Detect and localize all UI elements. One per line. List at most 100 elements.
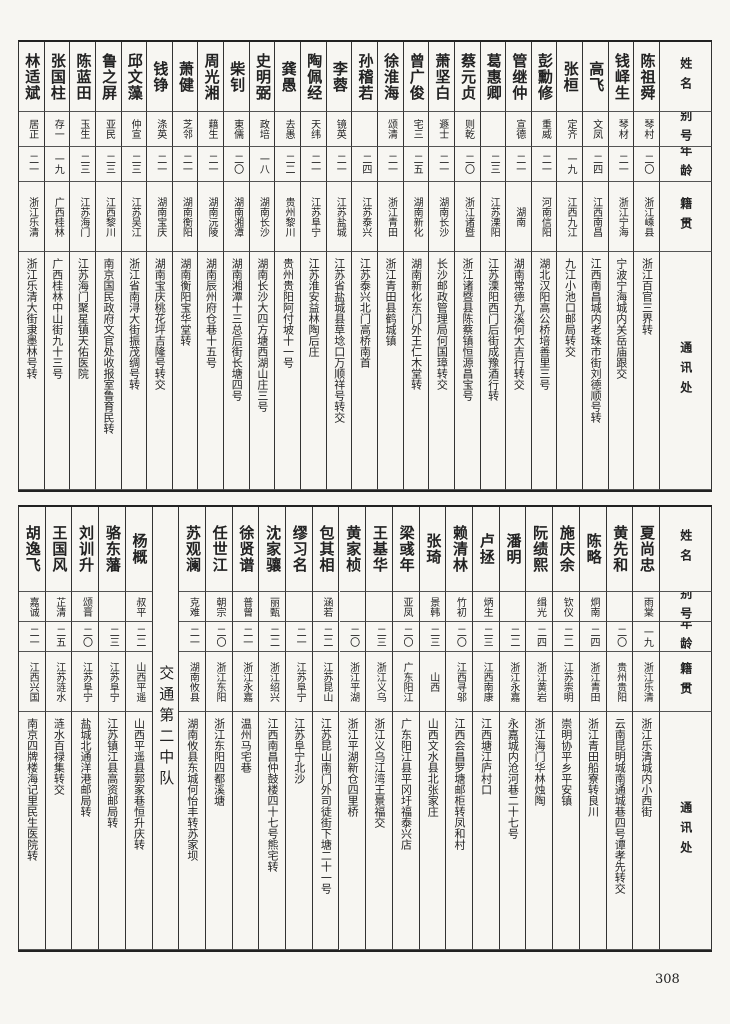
- address-cell: 山西文水县北张家庄: [419, 712, 447, 950]
- native-cell: 浙江绍兴: [259, 652, 287, 712]
- age-cell: 二〇: [224, 147, 250, 182]
- age-cell-text: 一九: [52, 154, 64, 174]
- alias-cell: 嘉诚: [19, 592, 46, 622]
- name-cell-text: 任世江: [210, 525, 229, 573]
- name-cell-text: 张国柱: [48, 52, 67, 101]
- alias-cell-text: 芝邻: [180, 119, 192, 139]
- name-cell: 黄家桢: [339, 507, 367, 592]
- age-cell: 二四: [579, 622, 607, 652]
- name-cell-text: 彭勳修: [535, 52, 554, 101]
- alias-cell-text: 雨棠: [641, 596, 653, 617]
- address-cell: 浙江省南浔大街振茂绸号转: [121, 252, 148, 490]
- native-cell: 浙江青田: [377, 182, 404, 252]
- name-cell: 王国风: [45, 507, 73, 592]
- address-cell: 九江小池口邮局转交: [557, 252, 584, 490]
- address-cell: 江苏溧阳西门后街成豫酒行转: [480, 252, 507, 490]
- native-cell: 河南信阳: [531, 182, 558, 252]
- top-table: 姓名 别号 年龄 籍贯 通讯处 陈祖舜 琴村 二〇 浙江嵊县 浙江百官三界转 钱峄生 琴材 二一 浙江宁海…: [18, 40, 712, 492]
- native-cell: 江西兴国: [19, 652, 46, 712]
- age-cell-text: 二一: [539, 154, 551, 174]
- alias-cell-text: 则乾: [462, 119, 474, 139]
- alias-cell: 钦仪: [553, 592, 580, 622]
- age-cell: 二二: [553, 622, 580, 652]
- age-cell-text: 二三: [374, 626, 386, 647]
- header-cell: 籍贯: [660, 652, 712, 712]
- header-cell-text: 年龄: [678, 622, 693, 652]
- name-cell: 柴钊: [224, 42, 250, 112]
- alias-cell-text: 亚凤: [401, 596, 412, 617]
- age-cell-text: 二一: [334, 154, 346, 174]
- address-cell-text: 南京国民政府文官处收报室鲁育民转: [101, 258, 115, 434]
- age-cell: 二一: [301, 147, 327, 182]
- address-cell-text: 浙江义乌江湾王景福交: [372, 718, 386, 828]
- alias-cell: 叔平: [125, 592, 153, 622]
- name-cell-text: 施庆余: [557, 525, 576, 573]
- age-cell-text: 二一: [180, 154, 192, 174]
- header-cell-text: 籍贯: [678, 196, 693, 237]
- address-cell: 宁波宁海城内关岳庙跟交: [608, 252, 635, 490]
- bottom-table: 姓名 别号 年龄 籍贯 通讯处 夏尚忠 雨棠 一九 浙江乐清 浙江乐清城内小西街 黄先和 二〇 贵州贵阳…: [18, 505, 712, 952]
- native-cell: 江苏阜宁: [301, 182, 327, 252]
- address-cell: 温州马宅巷: [232, 712, 260, 950]
- age-cell: 二〇: [454, 147, 481, 182]
- name-cell-text: 杨概: [130, 533, 149, 565]
- age-cell-text: 二〇: [401, 626, 412, 647]
- alias-cell-text: 颂清: [385, 119, 397, 139]
- name-cell: 史明弼: [249, 42, 276, 112]
- native-cell: 浙江永嘉: [232, 652, 260, 712]
- age-cell: 二〇: [606, 622, 634, 652]
- age-cell: 二一: [179, 622, 206, 652]
- native-cell-text: 浙江青田: [385, 196, 397, 237]
- name-cell-text: 阮绩熙: [531, 525, 550, 573]
- native-cell: 山西平遥: [125, 652, 153, 712]
- address-cell-text: 浙江青田船寮转良川: [586, 718, 600, 817]
- name-cell-text: 黄先和: [611, 525, 630, 573]
- address-cell-text: 浙江海门华林烛陶: [533, 718, 547, 806]
- address-cell: 江西会昌罗塘邮柜转凤和村: [446, 712, 474, 950]
- name-cell-text: 徐贤谱: [237, 525, 256, 573]
- alias-cell: 天纬: [301, 112, 327, 147]
- native-cell-text: 浙江黄岩: [534, 661, 546, 702]
- age-cell-text: 二〇: [462, 154, 474, 174]
- name-cell: 刘训升: [72, 507, 100, 592]
- native-cell-text: 江苏崇明: [561, 661, 573, 702]
- name-cell: 钱铮: [147, 42, 173, 112]
- age-cell-text: 二〇: [641, 154, 653, 174]
- address-cell: 江苏淮安益林陶后庄: [301, 252, 327, 490]
- address-cell: 南京国民政府文官处收报室鲁育民转: [95, 252, 122, 490]
- native-cell: 湖南新化: [403, 182, 430, 252]
- age-cell-text: 二一: [154, 154, 166, 174]
- native-cell-text: 浙江平湖: [347, 661, 359, 702]
- page-number: 308: [655, 972, 680, 987]
- age-cell-text: 二三: [107, 626, 119, 647]
- native-cell: 浙江诸暨: [454, 182, 481, 252]
- age-cell: 二五: [45, 622, 73, 652]
- age-cell: 二二: [125, 622, 153, 652]
- name-cell-text: 周光湘: [202, 52, 221, 101]
- address-cell-text: 浙江乐清城内小西街: [639, 718, 653, 817]
- alias-cell-text: 炯南: [587, 596, 599, 617]
- alias-cell: 琴材: [608, 112, 635, 147]
- address-cell-text: 宁波宁海城内关岳庙跟交: [614, 258, 628, 379]
- header-cell-text: 通讯处: [678, 340, 693, 401]
- address-cell: 江苏海门聚星镇天佑医院: [70, 252, 96, 490]
- age-cell: 二〇: [634, 147, 660, 182]
- address-cell-text: 江西南昌城内老珠市街刘德顺号转: [589, 258, 603, 423]
- age-cell-text: 二三: [103, 154, 115, 174]
- age-cell: 二〇: [392, 622, 420, 652]
- alias-cell-text: 宣德: [513, 119, 525, 139]
- native-cell-text: 江苏阜宁: [294, 661, 306, 702]
- age-cell-text: 二〇: [347, 626, 359, 647]
- name-cell-text: 蔡元贞: [459, 52, 478, 101]
- alias-cell: [366, 592, 393, 622]
- age-cell: 二四: [583, 147, 609, 182]
- native-cell-text: 江西南昌: [590, 196, 602, 237]
- native-cell: 浙江乐清: [633, 652, 660, 712]
- alias-cell: 政培: [249, 112, 276, 147]
- native-cell: 浙江嵊县: [634, 182, 660, 252]
- header-cell: 通讯处: [660, 712, 712, 950]
- native-cell: 浙江东阳: [205, 652, 233, 712]
- address-cell-text: 江苏镇江县高资邮局转: [105, 718, 119, 828]
- address-cell: 湖南常德九溪何大吉行转交: [506, 252, 532, 490]
- name-cell: 缪习名: [286, 507, 313, 592]
